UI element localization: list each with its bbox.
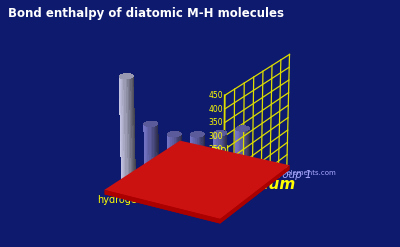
Text: Bond enthalpy of diatomic M-H molecules: Bond enthalpy of diatomic M-H molecules — [8, 7, 284, 21]
